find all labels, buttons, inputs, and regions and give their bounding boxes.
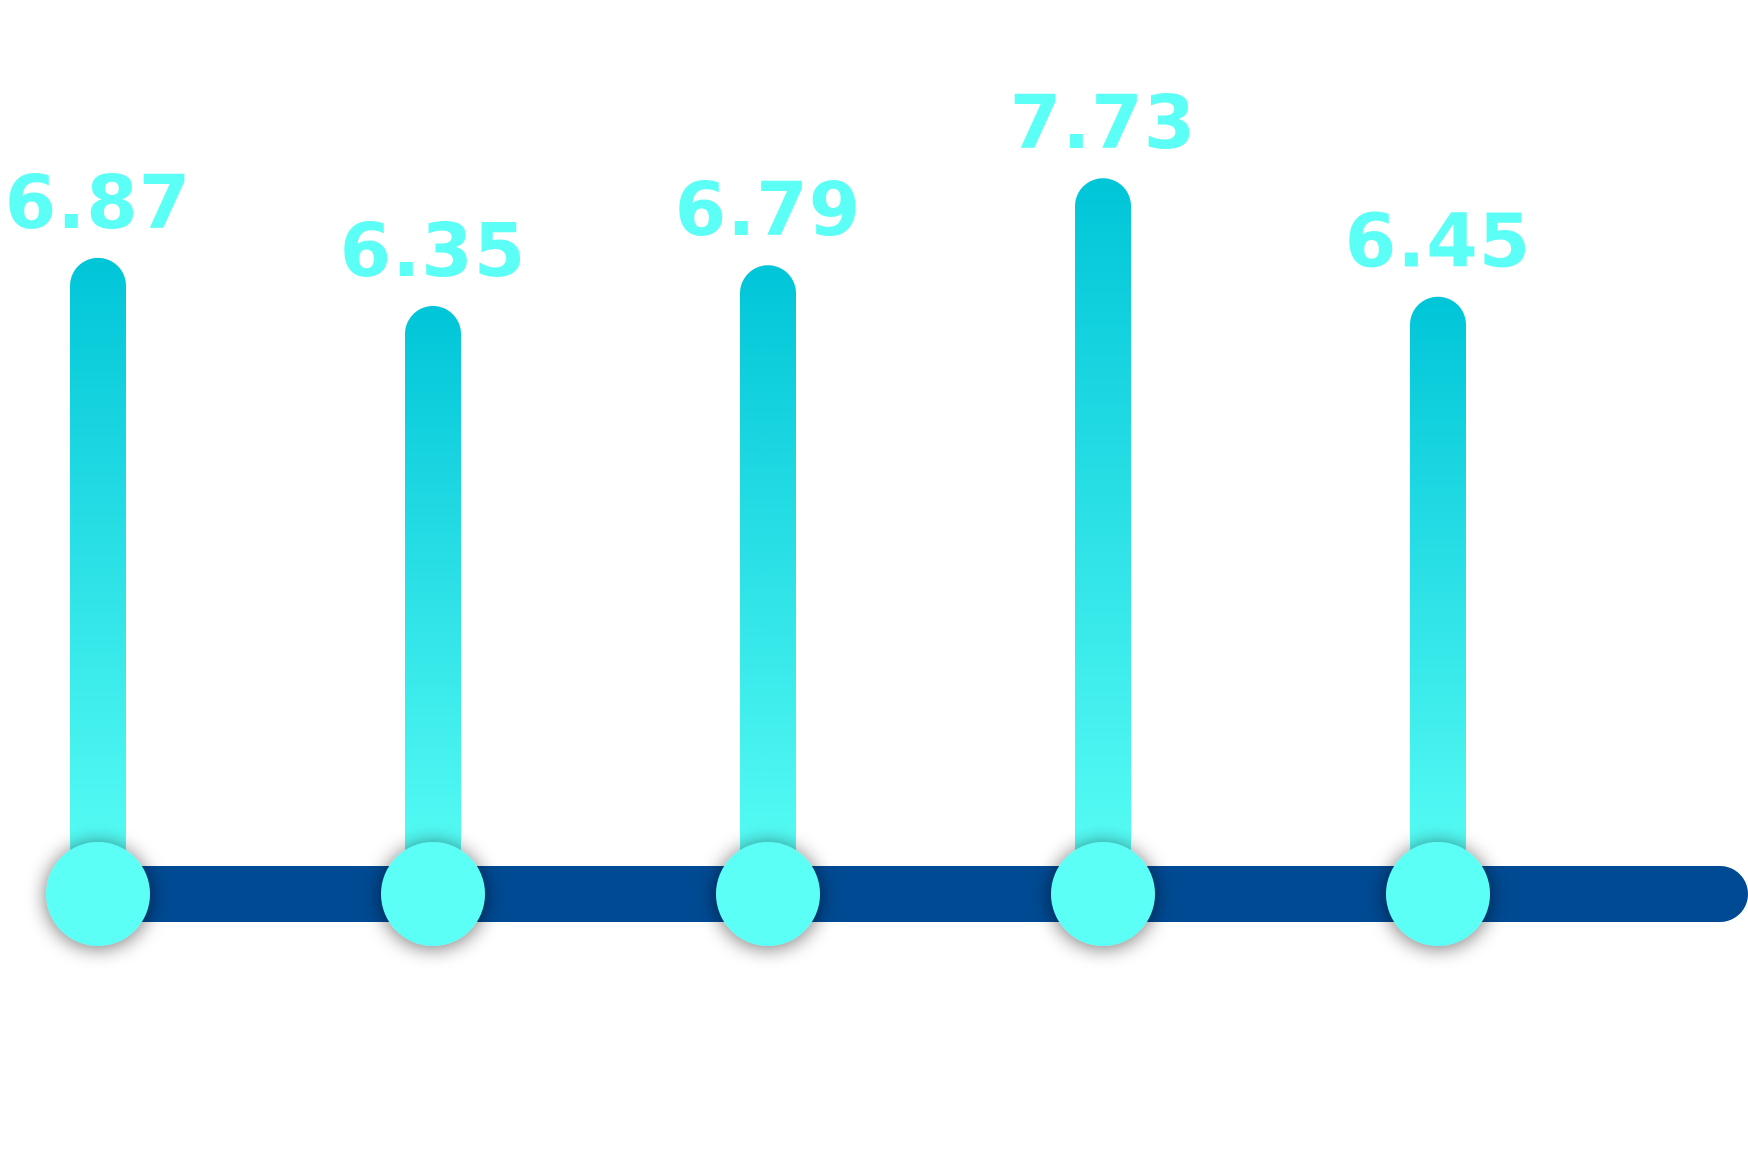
lollipop-stem [740, 265, 796, 895]
lollipop-stem [70, 257, 126, 894]
lollipop-stem [1410, 296, 1466, 895]
value-labels-layer: 6.87 6.35 6.79 7.73 6.45 [5, 80, 1532, 294]
value-label: 6.87 [5, 160, 192, 246]
value-label: 6.79 [675, 167, 862, 253]
lollipop-stem [1075, 178, 1131, 894]
lollipop-marker [1386, 842, 1490, 946]
markers-layer [46, 842, 1490, 946]
value-label: 7.73 [1010, 80, 1197, 166]
lollipop-marker [716, 842, 820, 946]
lollipop-stem [405, 305, 461, 894]
lollipop-marker [381, 842, 485, 946]
value-label: 6.35 [340, 208, 527, 294]
lollipop-marker [1051, 842, 1155, 946]
stems-layer [70, 178, 1466, 895]
value-label: 6.45 [1345, 199, 1532, 285]
lollipop-marker [46, 842, 150, 946]
